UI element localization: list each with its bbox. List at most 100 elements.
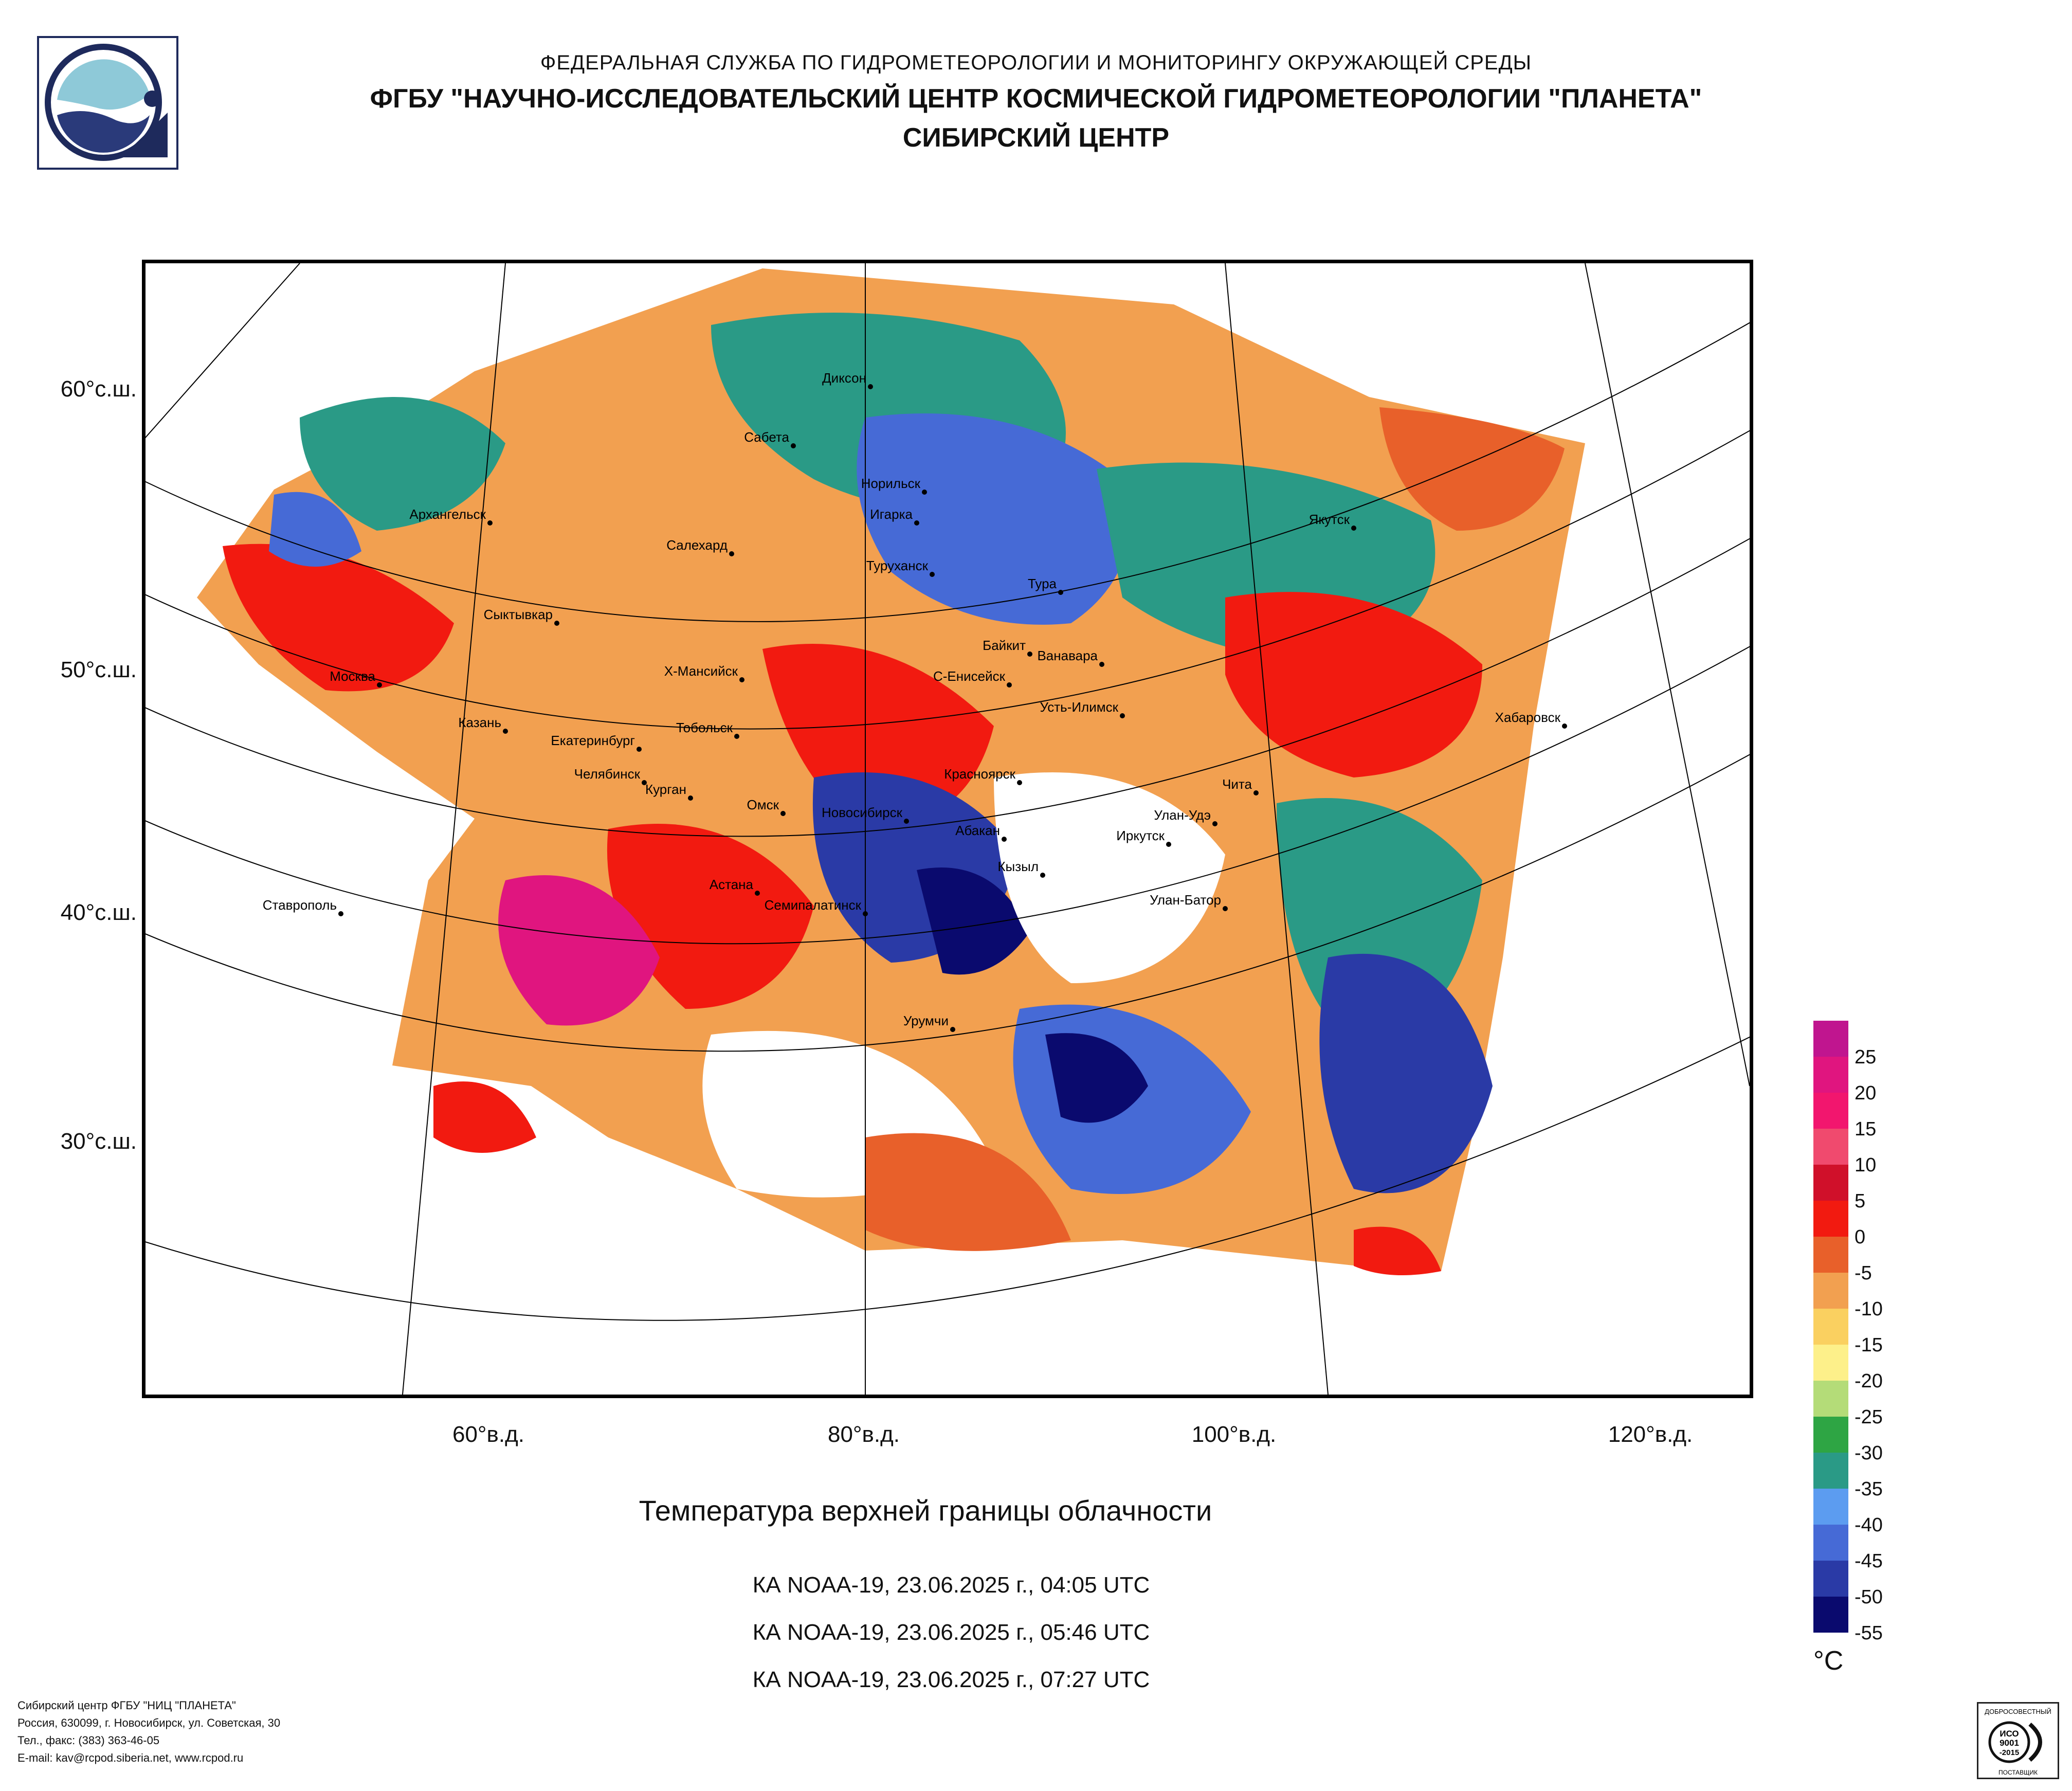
legend-tick-label: -40	[1855, 1514, 1883, 1536]
city-label: Новосибирск	[822, 805, 903, 820]
city-dot	[1099, 662, 1104, 667]
satellite-swath	[197, 268, 1585, 1275]
footer-address: Россия, 630099, г. Новосибирск, ул. Сове…	[17, 1716, 281, 1729]
lat-label-50: 50°с.ш.	[60, 657, 137, 682]
city-dot	[688, 795, 693, 801]
city-dot	[922, 490, 927, 495]
agency-line: ФЕДЕРАЛЬНАЯ СЛУЖБА ПО ГИДРОМЕТЕОРОЛОГИИ …	[540, 51, 1532, 74]
footer-email: E-mail: kav@rcpod.siberia.net, www.rcpod…	[17, 1751, 244, 1764]
legend-unit: °С	[1813, 1646, 1844, 1676]
city-dot	[904, 819, 909, 824]
city-dot	[503, 729, 508, 734]
city-dot	[729, 551, 734, 556]
legend-swatch	[1813, 1597, 1848, 1633]
legend-swatch	[1813, 1057, 1848, 1093]
city-dot	[1120, 713, 1125, 718]
legend-tick-label: 0	[1855, 1226, 1866, 1248]
city-label: Усть-Илимск	[1040, 699, 1118, 715]
city-dot	[1058, 590, 1063, 595]
cert-line2: 9001	[2000, 1738, 2019, 1748]
cloud-top-temperature-map: Диксон Сабета Норильск Игарка Архангельск Сал…	[142, 260, 1753, 1398]
legend-tick-label: 25	[1855, 1046, 1877, 1068]
legend-swatch	[1813, 1309, 1848, 1345]
cert-line1: ИСО	[2000, 1729, 2019, 1739]
city-label: Салехард	[666, 537, 728, 553]
city-dot	[1017, 780, 1022, 785]
legend-swatch	[1813, 1525, 1848, 1561]
city-label: Кызыл	[997, 859, 1039, 874]
legend-swatch	[1813, 1237, 1848, 1273]
legend-tick-label: -20	[1855, 1370, 1883, 1392]
legend-swatch	[1813, 1381, 1848, 1417]
city-label: Омск	[747, 797, 779, 812]
city-dot	[1562, 723, 1567, 729]
city-label: Москва	[330, 668, 375, 684]
lon-label-80: 80°в.д.	[827, 1422, 900, 1447]
city-markers: Диксон Сабета Норильск Игарка Архангельск Сал…	[263, 370, 1567, 1032]
legend-tick-label: -10	[1855, 1298, 1883, 1320]
city-label: Хабаровск	[1495, 710, 1561, 725]
legend-tick-label: 5	[1855, 1190, 1866, 1212]
city-dot	[1351, 526, 1356, 531]
city-label: Казань	[458, 715, 501, 730]
pass-2: КА NOAA-19, 23.06.2025 г., 05:46 UTC	[752, 1620, 1150, 1645]
footer-phone: Тел., факс: (383) 363-46-05	[17, 1734, 160, 1747]
city-dot	[338, 911, 343, 916]
cert-arc-text: ДОБРОСОВЕСТНЫЙ	[1985, 1708, 2051, 1715]
legend-swatch	[1813, 1165, 1848, 1201]
city-label: Улан-Удэ	[1154, 807, 1211, 823]
legend-tick-label: -35	[1855, 1478, 1883, 1500]
city-label: Игарка	[870, 506, 913, 522]
city-label: Тура	[1028, 576, 1057, 591]
city-label: Астана	[710, 877, 754, 892]
iso-certificate-badge: ДОБРОСОВЕСТНЫЙ ИСО 9001 -2015 ПОСТАВЩИК	[1977, 1702, 2059, 1779]
city-label: Якутск	[1309, 512, 1350, 527]
center-line: СИБИРСКИЙ ЦЕНТР	[902, 123, 1170, 153]
city-dot	[1002, 837, 1007, 842]
city-label: Чита	[1222, 776, 1252, 792]
cert-bottom: ПОСТАВЩИК	[1998, 1769, 2038, 1776]
city-dot	[1212, 821, 1217, 826]
city-label: Архангельск	[409, 506, 486, 522]
institute-line: ФГБУ "НАУЧНО-ИССЛЕДОВАТЕЛЬСКИЙ ЦЕНТР КОС…	[370, 84, 1702, 114]
city-dot	[739, 677, 744, 682]
pass-1: КА NOAA-19, 23.06.2025 г., 04:05 UTC	[752, 1572, 1150, 1598]
city-dot	[1007, 682, 1012, 688]
legend-swatch	[1813, 1129, 1848, 1165]
city-label: Ванавара	[1037, 648, 1098, 663]
city-label: Туруханск	[866, 558, 929, 573]
pass-3: КА NOAA-19, 23.06.2025 г., 07:27 UTC	[752, 1667, 1150, 1692]
city-dot	[780, 811, 786, 816]
map-title: Температура верхней границы облачности	[639, 1494, 1212, 1527]
city-label: Ставрополь	[263, 897, 337, 913]
lon-label-60: 60°в.д.	[452, 1422, 525, 1447]
city-dot	[642, 780, 647, 785]
city-dot	[1223, 906, 1228, 911]
legend-swatch	[1813, 1093, 1848, 1129]
city-label: Иркутск	[1116, 828, 1165, 843]
city-dot	[554, 621, 559, 626]
city-dot	[863, 911, 868, 916]
city-label: Тобольск	[676, 720, 733, 735]
city-label: Красноярск	[944, 766, 1015, 782]
city-label: Х-Мансийск	[664, 663, 738, 679]
graticule	[146, 263, 1750, 1395]
city-label: Диксон	[822, 370, 866, 386]
legend-tick-label: -5	[1855, 1262, 1872, 1284]
legend-tick-label: 15	[1855, 1118, 1877, 1140]
legend-tick-label: -55	[1855, 1622, 1883, 1644]
legend-tick-label: -50	[1855, 1586, 1883, 1608]
legend-swatch	[1813, 1561, 1848, 1597]
legend-tick-label: 20	[1855, 1082, 1877, 1104]
lat-label-60: 60°с.ш.	[60, 376, 137, 402]
city-dot	[914, 520, 919, 526]
city-dot	[637, 747, 642, 752]
city-label: Улан-Батор	[1150, 892, 1221, 908]
legend-tick-label: 10	[1855, 1154, 1877, 1176]
legend-swatch	[1813, 1201, 1848, 1237]
contact-footer: Сибирский центр ФГБУ "НИЦ "ПЛАНЕТА" Росс…	[17, 1697, 280, 1767]
city-dot	[950, 1027, 955, 1032]
city-dot	[377, 682, 382, 688]
legend-swatch	[1813, 1345, 1848, 1381]
city-dot	[1040, 873, 1045, 878]
